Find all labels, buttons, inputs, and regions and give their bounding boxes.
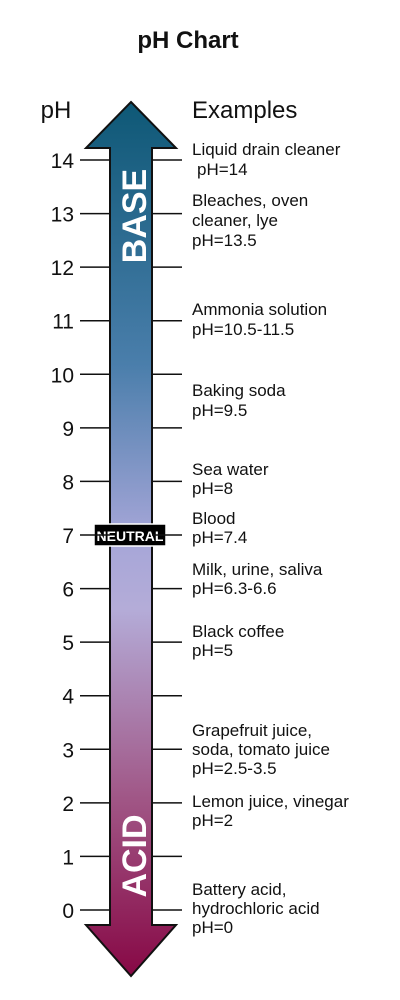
example-text: Ammonia solution bbox=[192, 300, 327, 319]
tick-label: 8 bbox=[62, 471, 74, 494]
tick-label: 7 bbox=[62, 525, 74, 548]
example-text: Blood bbox=[192, 509, 235, 528]
example-text: hydrochloric acid bbox=[192, 899, 320, 918]
tick-label: 11 bbox=[52, 311, 74, 334]
tick-label: 12 bbox=[51, 257, 74, 280]
example-text: Grapefruit juice, bbox=[192, 721, 312, 740]
title: pH Chart bbox=[137, 27, 238, 54]
example-text: pH=7.4 bbox=[192, 528, 247, 547]
neutral-label: NEUTRAL bbox=[97, 528, 164, 544]
tick-label: 4 bbox=[62, 686, 74, 709]
tick-label: 14 bbox=[51, 150, 75, 173]
base-label: BASE bbox=[116, 169, 154, 263]
example-text: Milk, urine, saliva bbox=[192, 560, 323, 579]
example-text: pH=6.3-6.6 bbox=[192, 579, 277, 598]
tick-label: 13 bbox=[51, 204, 74, 227]
examples-header: Examples bbox=[192, 97, 297, 124]
example-text: pH=2 bbox=[192, 811, 233, 830]
tick-label: 10 bbox=[51, 364, 74, 387]
example-text: pH=13.5 bbox=[192, 231, 257, 250]
tick-label: 3 bbox=[62, 739, 74, 762]
example-text: pH=10.5-11.5 bbox=[192, 320, 294, 339]
example-text: Baking soda bbox=[192, 381, 286, 400]
tick-label: 1 bbox=[62, 846, 74, 869]
tick-label: 5 bbox=[62, 632, 74, 655]
example-text: Black coffee bbox=[192, 622, 284, 641]
example-text: pH=5 bbox=[192, 641, 233, 660]
example-text: Bleaches, oven bbox=[192, 191, 308, 210]
example-text: cleaner, lye bbox=[192, 211, 278, 230]
tick-label: 2 bbox=[62, 793, 74, 816]
tick-label: 6 bbox=[62, 579, 74, 602]
example-text: pH=14 bbox=[197, 160, 248, 179]
example-text: pH=9.5 bbox=[192, 401, 247, 420]
example-text: Liquid drain cleaner bbox=[192, 140, 341, 159]
example-text: pH=2.5-3.5 bbox=[192, 759, 277, 778]
example-text: pH=8 bbox=[192, 479, 233, 498]
tick-label: 9 bbox=[62, 418, 74, 441]
example-text: Battery acid, bbox=[192, 880, 287, 899]
example-text: Sea water bbox=[192, 460, 269, 479]
tick-label: 0 bbox=[62, 900, 74, 923]
acid-label: ACID bbox=[116, 814, 154, 897]
example-text: soda, tomato juice bbox=[192, 740, 330, 759]
example-text: Lemon juice, vinegar bbox=[192, 792, 349, 811]
scale-label: pH bbox=[41, 97, 72, 124]
example-text: pH=0 bbox=[192, 918, 233, 937]
